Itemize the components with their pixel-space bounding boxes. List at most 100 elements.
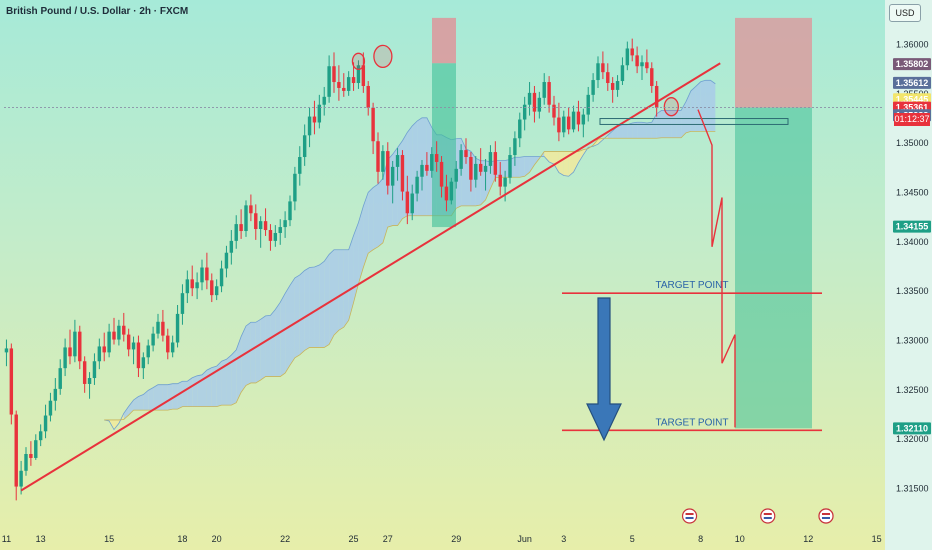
highlight-red-box — [432, 17, 456, 64]
candle — [635, 46, 639, 74]
candle-body — [478, 163, 483, 172]
candle-body — [625, 48, 630, 66]
candle-body — [601, 63, 605, 73]
candle-body — [430, 154, 434, 171]
cloud-segment — [182, 381, 188, 407]
cloud-segment — [250, 322, 256, 383]
cloud-segment — [622, 124, 628, 139]
candle — [469, 152, 473, 192]
candle-body — [390, 166, 395, 186]
event-flag-icon — [818, 508, 834, 524]
candle-body — [141, 357, 146, 369]
price-axis-bg — [885, 0, 932, 550]
candle-body — [34, 440, 38, 458]
candle-body — [29, 454, 33, 458]
candle-body — [415, 176, 419, 194]
candle — [4, 339, 9, 367]
candle-body — [43, 415, 48, 432]
price-tag: 1.34155 — [893, 220, 931, 233]
candle — [68, 329, 72, 365]
candle-body — [332, 66, 336, 83]
event-flag-stripe — [822, 513, 830, 515]
candle — [288, 195, 292, 227]
price-tag-label: 1.35361 — [896, 103, 929, 113]
cloud-segment — [153, 384, 158, 411]
candle-body — [161, 321, 165, 336]
candle-body — [381, 151, 385, 172]
candle-body — [73, 331, 77, 357]
take-profit-zone — [735, 107, 812, 429]
candle — [342, 73, 346, 97]
candle-body — [180, 293, 185, 314]
cloud-segment — [304, 267, 310, 351]
cloud-segment — [681, 101, 686, 138]
candle — [410, 184, 414, 221]
candle-body — [14, 414, 18, 487]
candle-body — [312, 116, 317, 123]
candle-body — [107, 331, 111, 353]
candle — [14, 410, 18, 501]
x-tick-label: 10 — [735, 534, 745, 544]
candle — [254, 204, 258, 240]
candle-body — [527, 92, 532, 105]
candle — [405, 175, 410, 225]
cloud-segment — [627, 122, 633, 139]
candle-body — [224, 252, 229, 269]
candle-body — [263, 221, 268, 231]
swing-high-marker — [351, 52, 366, 70]
currency-button[interactable]: USD — [889, 4, 921, 22]
candle — [606, 63, 610, 91]
candle — [200, 259, 204, 291]
cloud-segment — [138, 394, 144, 411]
x-tick-label: 25 — [349, 534, 359, 544]
candle-body — [503, 177, 507, 187]
candle-body — [151, 333, 155, 346]
candle — [386, 142, 390, 195]
candle — [518, 112, 522, 148]
cloud-segment — [255, 319, 261, 383]
candle-body — [219, 268, 224, 287]
candle — [312, 100, 317, 135]
candle — [586, 86, 590, 122]
candle — [107, 323, 111, 358]
candle — [478, 148, 483, 176]
candle — [151, 326, 155, 352]
candle-body — [571, 111, 576, 130]
cloud-segment — [642, 122, 647, 139]
candle — [483, 158, 488, 191]
cloud-segment — [162, 384, 168, 411]
price-tag-bg — [893, 58, 931, 71]
cloud-segment — [348, 235, 354, 321]
candle-body — [102, 346, 106, 353]
price-tag-bg — [893, 220, 931, 233]
candle-body — [547, 82, 551, 105]
candle-body — [439, 161, 444, 187]
event-flag-stripe — [685, 513, 694, 515]
x-tick-label: 12 — [803, 534, 813, 544]
cloud-segment — [143, 390, 149, 411]
candle-body — [58, 368, 62, 389]
candle-body — [449, 181, 454, 201]
cloud-segment — [324, 254, 330, 348]
cloud-segment — [246, 322, 251, 386]
candle — [146, 339, 150, 365]
candle — [420, 159, 424, 191]
candle — [156, 313, 160, 339]
cloud-segment — [309, 267, 315, 348]
cloud-segment — [461, 138, 466, 206]
candle — [430, 147, 434, 178]
event-flag-icon — [681, 508, 698, 524]
cloud-segment — [373, 184, 378, 250]
cloud-segment — [632, 122, 638, 139]
price-tag-label: 1.32110 — [896, 423, 928, 433]
y-tick-label: 1.32000 — [896, 434, 929, 444]
cloud-segment — [710, 80, 716, 132]
candle-body — [288, 201, 292, 221]
candle-body — [522, 104, 527, 120]
y-tick-label: 1.32500 — [896, 385, 929, 395]
target-label: TARGET POINT — [656, 280, 729, 291]
candle-body — [63, 347, 67, 369]
candle — [615, 75, 620, 97]
